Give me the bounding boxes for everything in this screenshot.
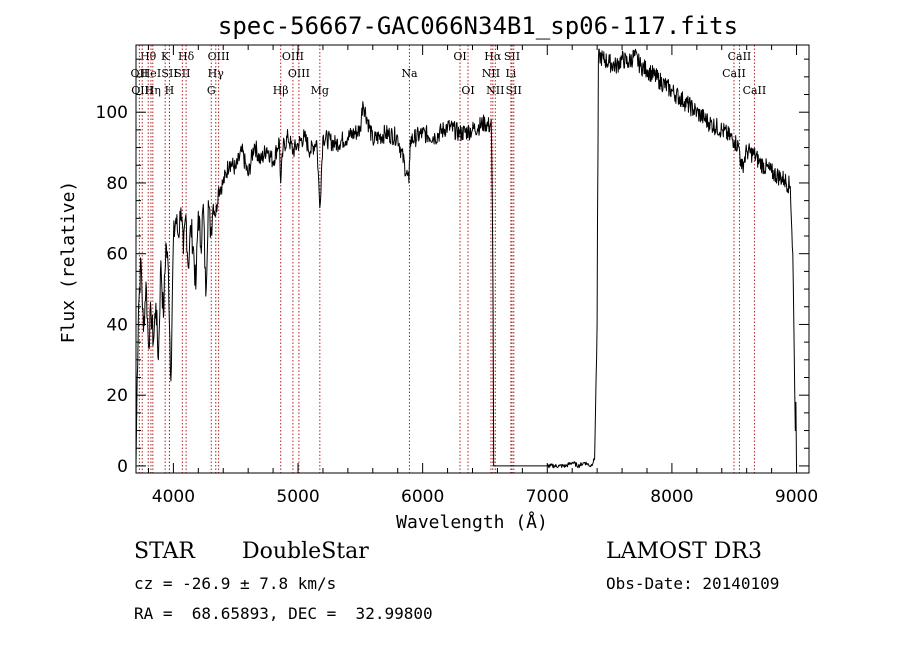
y-tick-label-0: 0 [117, 457, 128, 477]
x-tick-label-2: 6000 [401, 487, 444, 507]
survey-name: LAMOST DR3 [606, 539, 762, 564]
coordinates: RA = 68.65893, DEC = 32.99800 [134, 604, 433, 623]
line-marker-label-13: OIII [282, 50, 304, 63]
line-marker-label-9: SII [174, 67, 190, 80]
line-marker-label-2: OIII [131, 84, 153, 97]
line-marker-label-11: Hγ [208, 67, 225, 80]
line-marker-label-14: OIII [288, 67, 310, 80]
line-marker-label-5: K [161, 50, 170, 63]
line-marker-label-4: Hη [145, 84, 161, 97]
redshift-velocity: cz = -26.9 ± 7.8 km/s [134, 574, 337, 593]
line-marker-label-20: Hα [484, 50, 502, 63]
y-axis-label: Flux (relative) [58, 181, 79, 344]
y-tick-label-1: 20 [106, 386, 128, 406]
object-class: STAR [134, 539, 195, 564]
y-tick-label-2: 40 [106, 315, 128, 335]
line-markers: OIIHθOIIIHeIHηKSIIHHδSIIOIIIHγGOIIIOIIIH… [131, 45, 767, 473]
x-tick-label-0: 4000 [152, 487, 195, 507]
plot-frame [135, 44, 810, 474]
observation-date: Obs-Date: 20140109 [606, 574, 780, 593]
line-marker-label-19: OI [461, 84, 474, 97]
x-tick-label-5: 9000 [775, 487, 818, 507]
x-tick-label-1: 5000 [276, 487, 319, 507]
line-marker-label-0: OII [131, 67, 149, 80]
spectrum-line [135, 48, 797, 469]
y-tick-label-4: 80 [106, 174, 128, 194]
spectrum-plot [135, 48, 797, 469]
line-marker-label-28: CaII [743, 84, 767, 97]
axes: 4000 5000 6000 7000 8000 9000 0 20 40 60 80 100 [96, 45, 818, 507]
line-marker-label-27: CaII [722, 67, 746, 80]
object-subclass: DoubleStar [242, 539, 369, 564]
line-marker-label-17: Na [401, 67, 418, 80]
x-tick-label-3: 7000 [526, 487, 569, 507]
line-marker-label-23: Li [505, 67, 516, 80]
x-tick-label-4: 8000 [650, 487, 693, 507]
line-marker-label-15: Hβ [273, 84, 289, 97]
line-marker-label-16: Mg [311, 84, 329, 97]
line-marker-label-3: HeI [141, 67, 161, 80]
line-marker-label-10: OIII [208, 50, 230, 63]
line-marker-label-24: NII [486, 84, 504, 97]
x-axis-label: Wavelength (Å) [396, 511, 548, 533]
line-marker-label-22: NII [482, 67, 500, 80]
line-marker-label-25: SII [506, 84, 522, 97]
line-marker-label-21: SII [504, 50, 520, 63]
chart-title: spec-56667-GAC066N34B1_sp06-117.fits [218, 12, 738, 40]
line-marker-label-12: G [207, 84, 216, 97]
y-tick-label-5: 100 [96, 103, 128, 123]
spectrum-chart: spec-56667-GAC066N34B1_sp06-117.fits OII… [58, 12, 818, 533]
line-marker-label-7: H [165, 84, 175, 97]
line-marker-label-26: CaII [728, 50, 752, 63]
line-marker-label-18: OI [453, 50, 466, 63]
y-tick-label-3: 60 [106, 245, 128, 265]
line-marker-label-8: Hδ [178, 50, 195, 63]
